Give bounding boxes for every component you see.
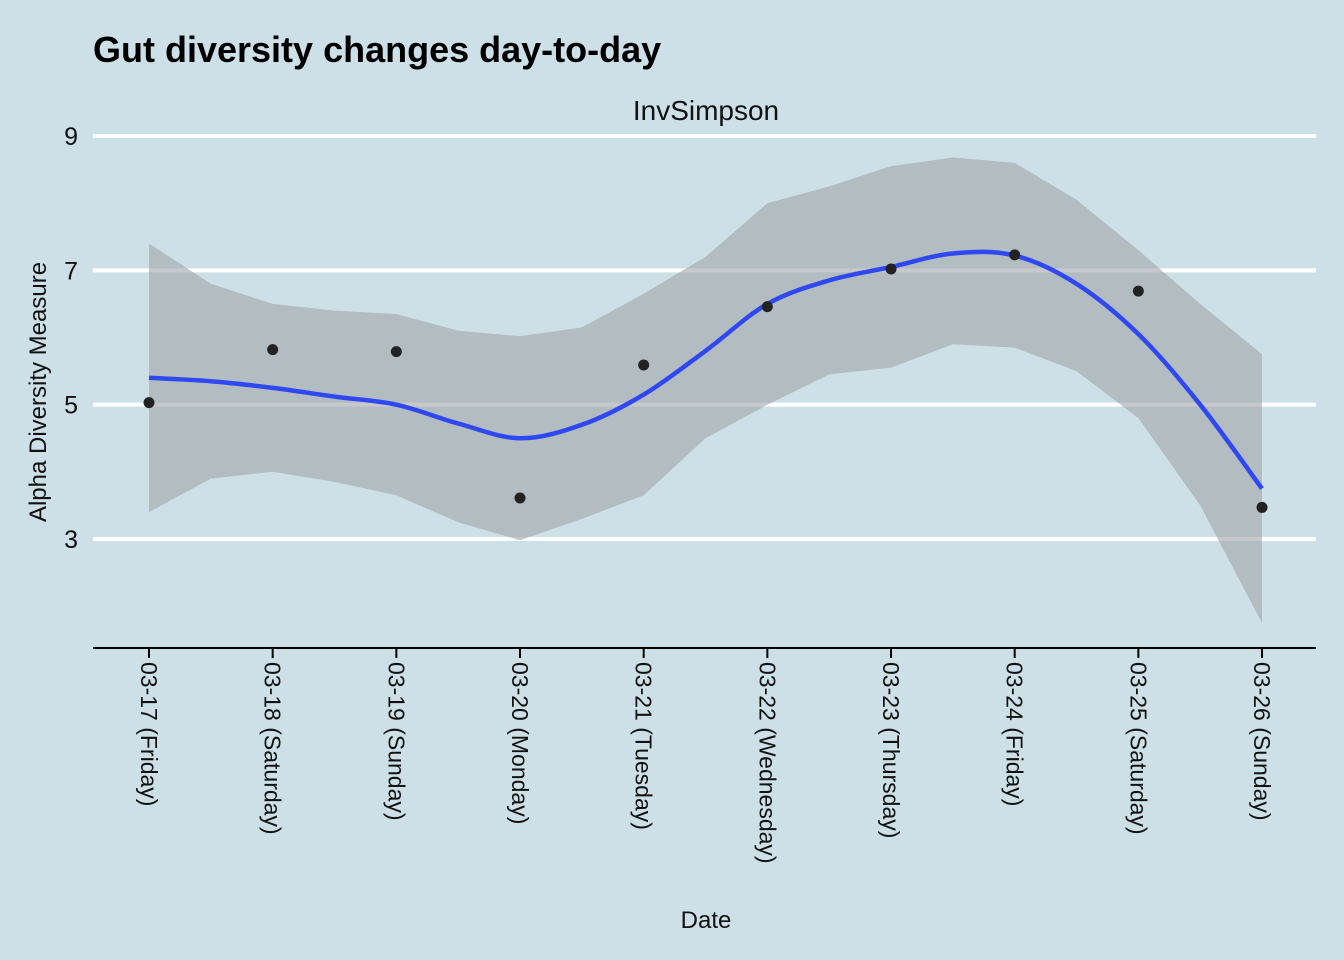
x-axis-label: Date [681,907,732,934]
data-point-9 [1132,285,1144,297]
data-point-5 [638,359,650,371]
data-point-4 [514,492,526,504]
x-axis-ticks: 03-17 (Friday) 03-18 (Saturday) 03-19 (Sun… [136,648,1275,864]
data-point-8 [1009,249,1021,261]
x-tick-label-4: 03-20 (Monday) [507,662,533,824]
y-axis-label: Alpha Diversity Measure [25,262,52,522]
x-tick-label-7: 03-23 (Thursday) [878,662,904,838]
x-tick-label-5: 03-21 (Tuesday) [631,662,657,830]
data-point-2 [267,344,279,356]
x-tick-label-3: 03-19 (Sunday) [383,662,409,821]
data-point-1 [143,397,155,409]
chart-title: Gut diversity changes day-to-day [93,29,661,70]
data-point-6 [761,301,773,313]
x-tick-label-2: 03-18 (Saturday) [260,662,286,835]
x-tick-label-8: 03-24 (Friday) [1002,662,1028,806]
y-tick-label-5: 5 [64,392,78,420]
y-tick-label-7: 7 [64,257,78,285]
y-axis-ticks: 3 5 7 9 [64,123,78,554]
data-point-7 [885,263,897,275]
data-point-3 [390,346,402,358]
y-tick-label-3: 3 [64,526,78,554]
confidence-ribbon [149,157,1262,623]
facet-label: InvSimpson [633,95,779,126]
x-tick-label-1: 03-17 (Friday) [136,662,162,806]
y-tick-label-9: 9 [64,123,78,151]
x-tick-label-10: 03-26 (Sunday) [1249,662,1275,821]
data-points [143,249,1268,513]
data-point-10 [1256,501,1268,513]
smooth-fit-line [148,249,1264,490]
x-tick-label-9: 03-25 (Saturday) [1125,662,1151,835]
x-tick-label-6: 03-22 (Wednesday) [754,662,780,864]
